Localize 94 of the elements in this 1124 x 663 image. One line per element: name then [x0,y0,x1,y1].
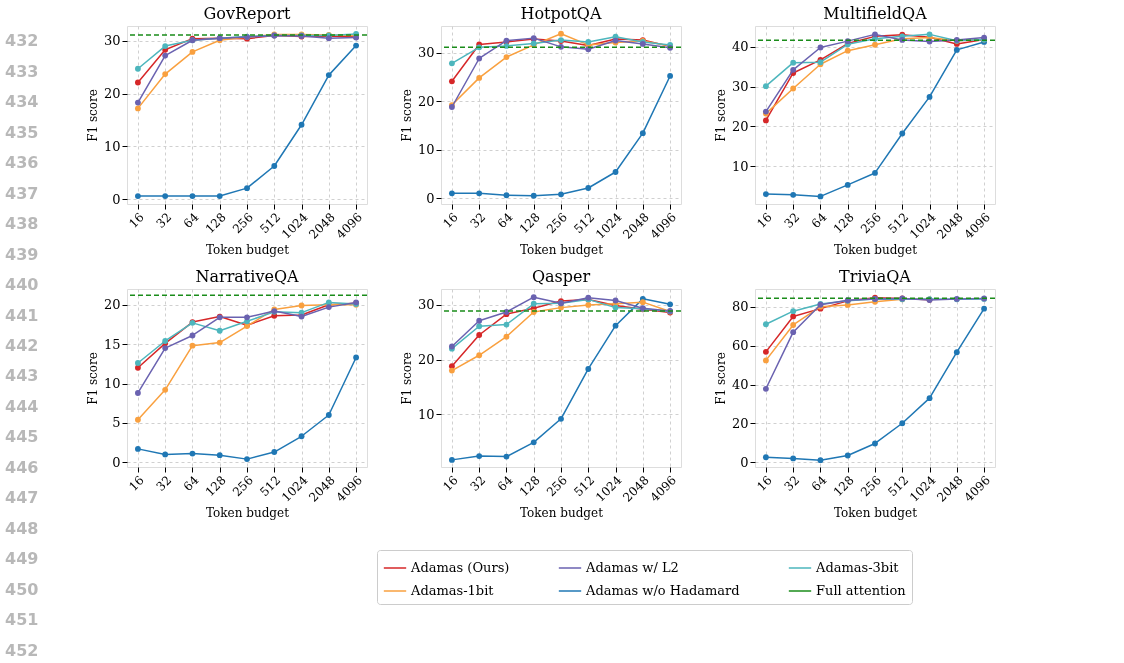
y-tick-label: 30 [417,297,435,313]
x-tick-label: 16 [754,210,775,231]
y-axis-title: F1 score [713,89,728,142]
text: 452 [5,640,39,660]
x-tick-label: 64 [180,209,202,231]
x-tick-label: 16 [754,473,775,494]
y-tick-label: 0 [740,454,749,470]
x-tick-label: 128 [830,210,857,237]
x-axis-title: Token budget [520,242,604,257]
chart-title: NarrativeQA [195,267,299,286]
text: 440 [5,275,39,295]
y-tick-label: 30 [103,33,121,49]
text: 443 [5,366,39,386]
x-axis-title: Token budget [834,505,918,520]
y-tick-label: 20 [417,93,435,109]
chart-title: HotpotQA [520,4,602,23]
y-tick-label: 5 [112,415,121,431]
x-axis-title: Token budget [206,505,290,520]
x-tick-label: 64 [180,472,202,494]
text: 444 [5,396,39,416]
y-tick-label: 20 [731,118,749,134]
x-tick-label: 32 [781,210,803,231]
y-axis-title: F1 score [713,352,728,405]
x-tick-label: 128 [202,473,229,500]
chart-title: Qasper [531,267,591,286]
y-tick-label: 10 [731,158,749,174]
y-tick-label: 30 [417,45,435,61]
x-axis-title: Token budget [206,242,290,257]
text: 432 [5,31,39,51]
text: 448 [5,518,39,538]
x-tick-label: 64 [494,209,516,231]
x-tick-label: 64 [494,472,516,494]
text: 449 [5,549,39,569]
legend-label: Adamas w/o Hadamard [585,583,740,598]
y-axis-title: F1 score [85,352,100,405]
x-tick-label: 32 [153,210,175,231]
x-tick-label: 32 [781,473,803,494]
text: 434 [5,92,39,112]
y-tick-label: 20 [417,352,435,368]
x-tick-label: 64 [808,472,830,494]
chart-title: MultifieldQA [823,4,928,23]
y-axis-title: F1 score [85,89,100,142]
y-tick-label: 30 [731,79,749,95]
y-axis-title: F1 score [399,352,414,405]
legend-label: Adamas-3bit [815,560,900,575]
legend-label: Adamas (Ours) [410,560,510,575]
y-tick-label: 15 [103,336,121,352]
text: 450 [5,579,39,599]
chart-title: TriviaQA [839,267,912,286]
legend-label: Adamas w/ L2 [585,560,679,575]
y-tick-label: 40 [731,39,749,55]
text: 439 [5,244,39,264]
y-tick-label: 0 [112,191,121,207]
x-tick-label: 128 [830,473,857,500]
text: 438 [5,214,39,234]
y-tick-label: 20 [103,86,121,102]
y-tick-label: 80 [731,299,749,315]
text: 446 [5,457,39,477]
x-axis-title: Token budget [520,505,604,520]
text: 437 [5,183,39,203]
text: 445 [5,427,39,447]
legend-label: Adamas-1bit [410,583,495,598]
y-tick-label: 0 [426,190,435,206]
y-tick-label: 10 [417,142,435,158]
text: 435 [5,122,39,142]
text: 447 [5,488,39,508]
x-tick-label: 32 [467,210,489,231]
y-tick-label: 40 [731,377,749,393]
x-tick-label: 64 [808,209,830,231]
y-tick-label: 20 [103,297,121,313]
x-tick-label: 16 [126,210,147,231]
x-tick-label: 32 [467,473,489,494]
y-tick-label: 60 [731,338,749,354]
x-tick-label: 128 [202,210,229,237]
x-tick-label: 32 [153,473,175,494]
x-tick-label: 128 [516,473,543,500]
chart-title: GovReport [203,4,292,23]
y-axis-title: F1 score [399,89,414,142]
x-tick-label: 16 [126,473,147,494]
legend-label: Full attention [816,583,907,598]
text: 442 [5,336,39,355]
text: 451 [5,610,39,630]
y-tick-label: 20 [731,415,749,431]
x-tick-label: 16 [440,210,461,231]
text: 433 [5,61,39,81]
x-axis-title: Token budget [834,242,918,257]
y-tick-label: 10 [417,406,435,422]
x-tick-label: 16 [440,473,461,494]
y-tick-label: 0 [112,454,121,470]
text: 436 [5,153,39,173]
x-tick-label: 128 [516,210,543,237]
y-tick-label: 10 [103,138,121,154]
y-tick-label: 10 [103,376,121,392]
text: 441 [5,305,39,325]
